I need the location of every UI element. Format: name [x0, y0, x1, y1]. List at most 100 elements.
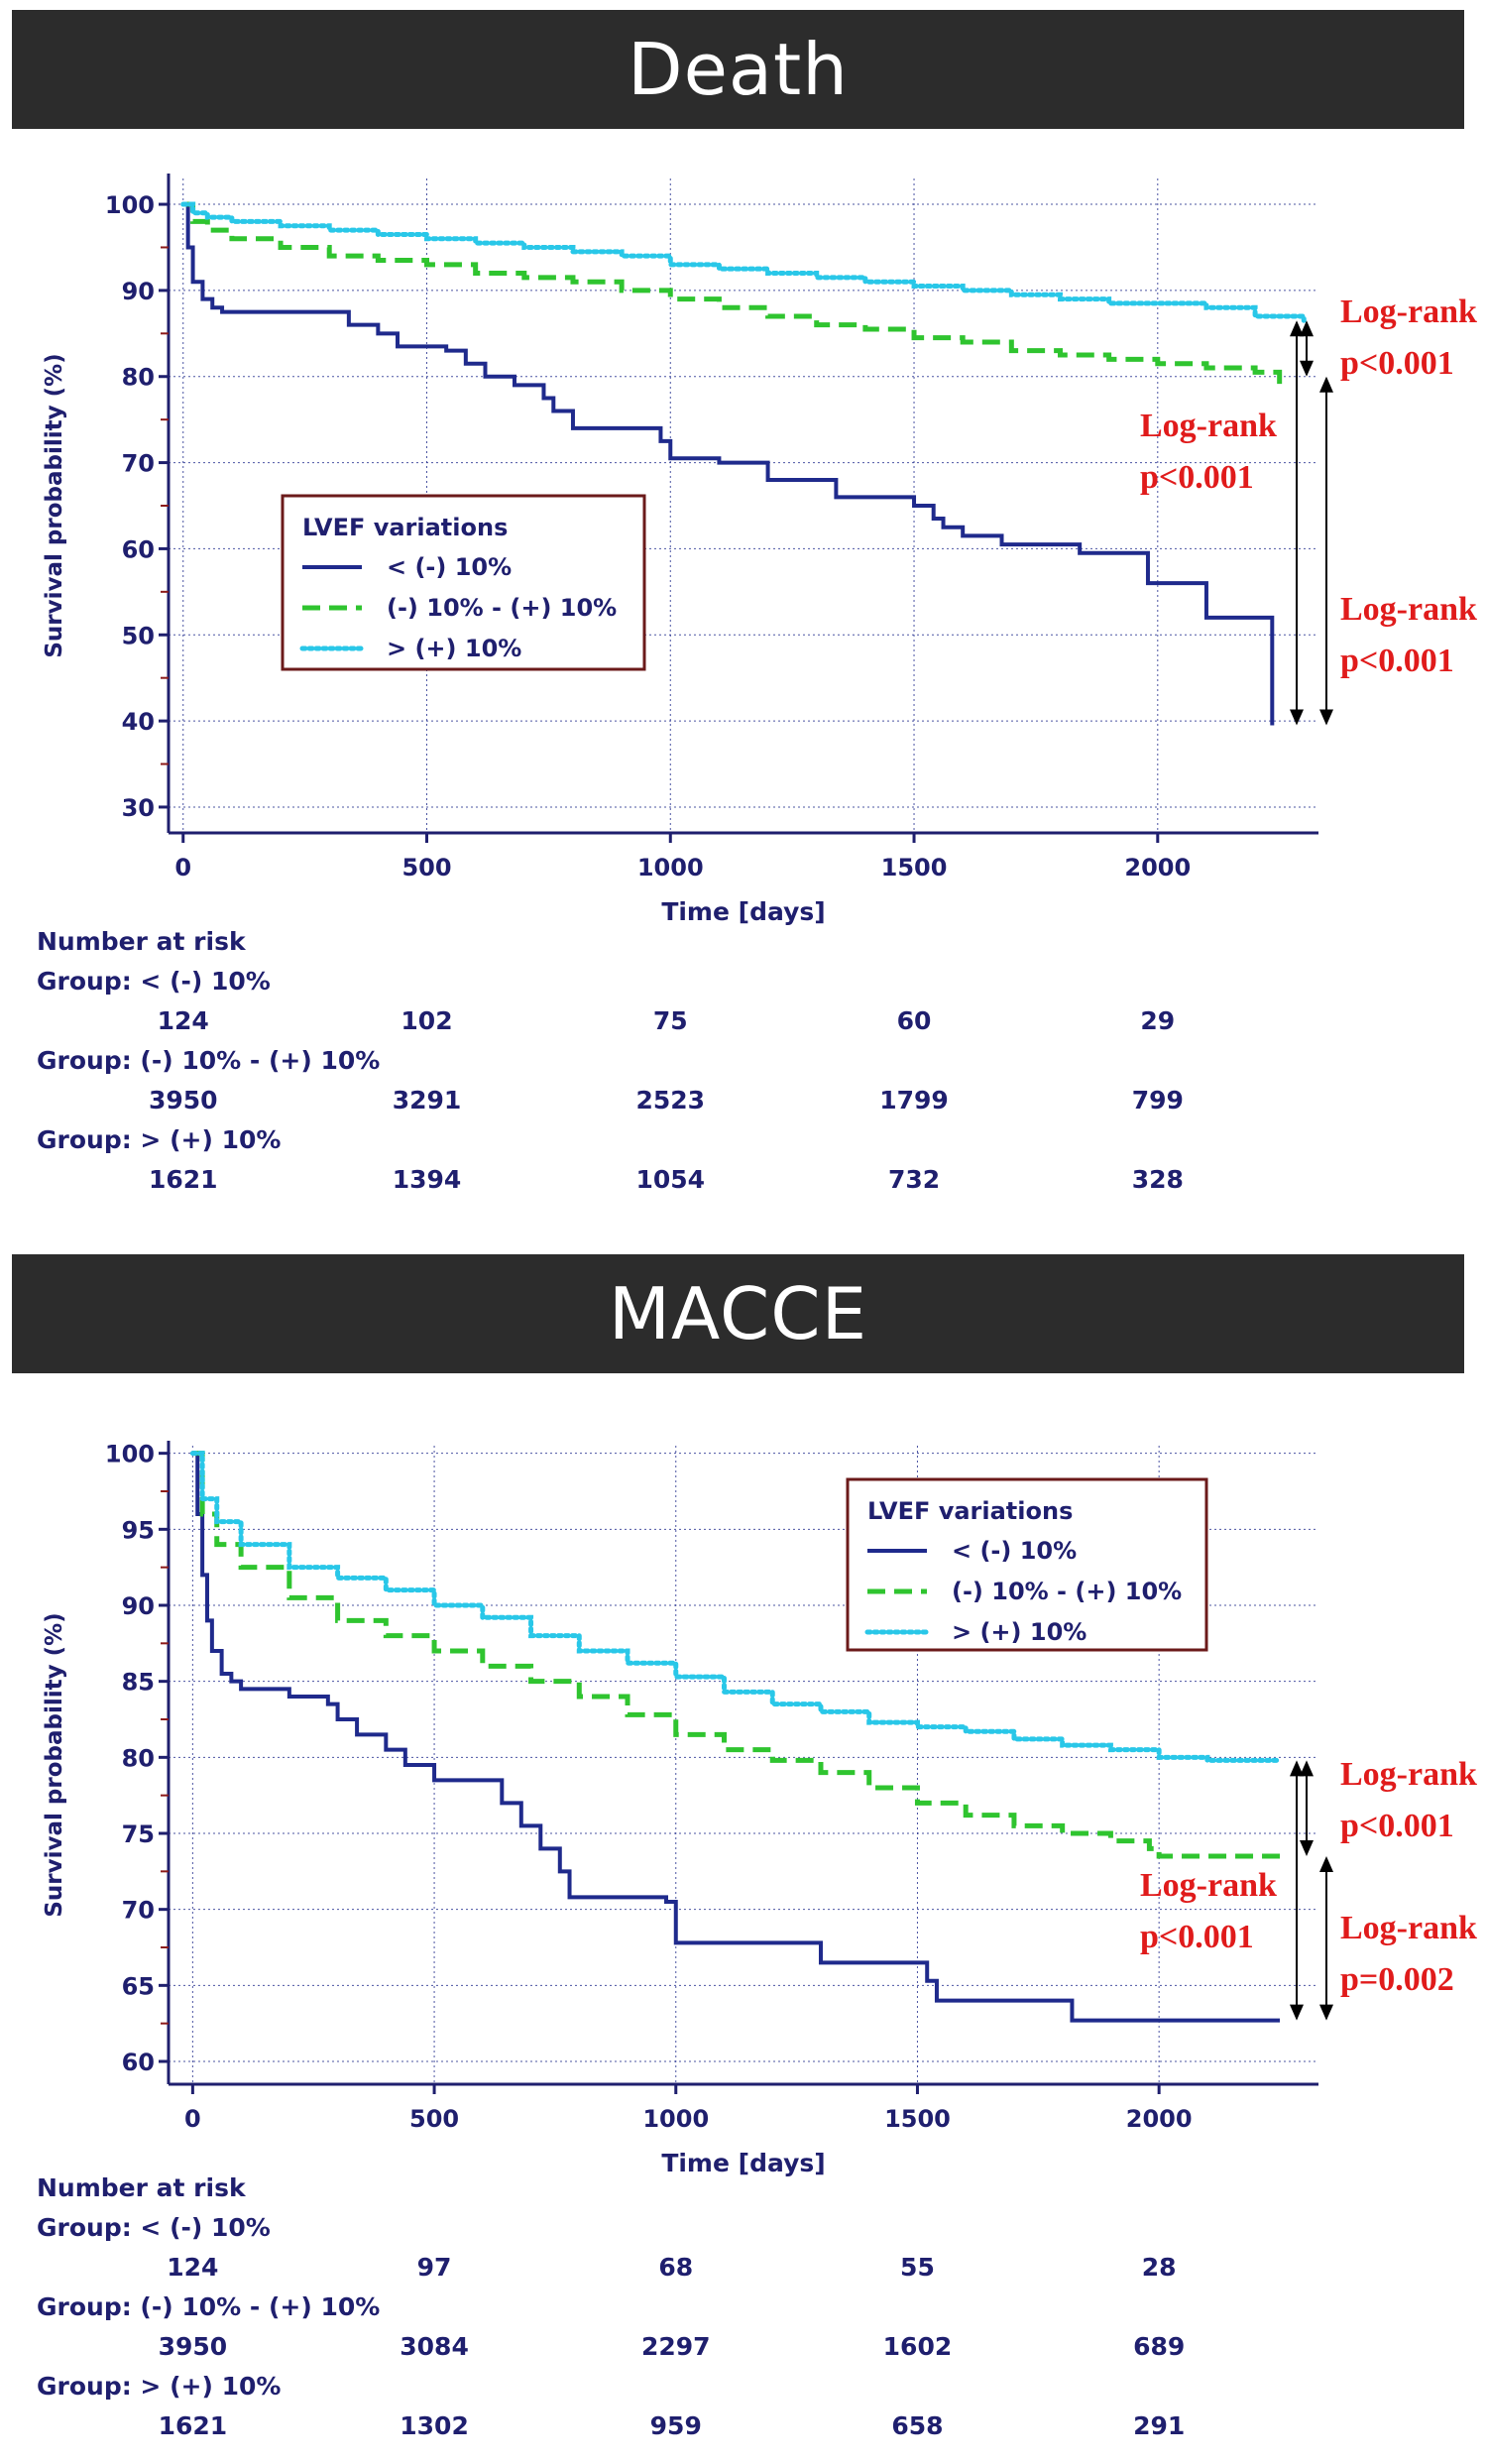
log-rank-p-value: p<0.001	[1340, 643, 1454, 679]
x-tick-label: 1500	[881, 854, 948, 881]
legend-title: LVEF variations	[302, 514, 508, 541]
risk-count: 102	[400, 1006, 453, 1035]
y-axis-title: Survival probability (%)	[42, 353, 67, 657]
y-tick-label: 60	[122, 2049, 155, 2076]
macce-risk-table: Number at risk Group: < (-) 10% Group: (…	[0, 2173, 1487, 2456]
log-rank-p-value: p=0.002	[1340, 1961, 1454, 1998]
risk-count: 3291	[392, 1086, 462, 1115]
y-tick-label: 40	[122, 708, 155, 736]
risk-count: 689	[1133, 2332, 1186, 2361]
survival-curve-stable	[182, 201, 1283, 386]
x-axis-title: Time [days]	[661, 897, 825, 926]
log-rank-label: Log-rank	[1340, 1756, 1477, 1793]
legend-entry-label: (-) 10% - (+) 10%	[387, 594, 617, 622]
y-tick-label: 85	[122, 1669, 155, 1697]
log-rank-label: Log-rank	[1140, 1867, 1277, 1904]
panel-title-macce: MACCE	[12, 1254, 1464, 1373]
log-rank-label: Log-rank	[1340, 591, 1477, 628]
risk-count: 328	[1131, 1165, 1184, 1194]
x-tick-label: 1000	[642, 2105, 709, 2133]
risk-header: Number at risk	[37, 927, 246, 956]
x-axis-title: Time [days]	[661, 2149, 825, 2177]
risk-count: 3950	[158, 2332, 228, 2361]
legend-entry-label: (-) 10% - (+) 10%	[952, 1578, 1182, 1605]
log-rank-label: Log-rank	[1340, 293, 1477, 330]
death-risk-table: Number at risk Group: < (-) 10% Group: (…	[0, 927, 1487, 1210]
survival-curve-decrease	[182, 202, 1275, 726]
risk-count: 2297	[640, 2332, 711, 2361]
risk-count: 291	[1133, 2411, 1186, 2440]
comparison-arrow-head-up	[1300, 320, 1314, 337]
y-tick-label: 90	[122, 1592, 155, 1620]
legend-entry-label: < (-) 10%	[387, 553, 512, 581]
y-tick-label: 95	[122, 1516, 155, 1544]
comparison-arrow-head-down	[1300, 1840, 1314, 1856]
y-tick-label: 60	[122, 535, 155, 563]
risk-group-label: Group: (-) 10% - (+) 10%	[37, 1046, 381, 1075]
y-tick-label: 100	[105, 1441, 155, 1468]
y-tick-label: 90	[122, 278, 155, 305]
y-tick-label: 70	[122, 450, 155, 478]
y-tick-label: 30	[122, 794, 155, 822]
panel-title-death: Death	[12, 10, 1464, 129]
x-tick-label: 500	[409, 2105, 459, 2133]
comparison-arrow-head-down	[1290, 2004, 1304, 2021]
legend-box	[846, 1477, 1208, 1652]
risk-count: 68	[658, 2253, 694, 2282]
risk-count: 75	[652, 1006, 688, 1035]
log-rank-p-value: p<0.001	[1140, 459, 1254, 496]
risk-count: 1799	[879, 1086, 949, 1115]
comparison-arrow-head-down	[1290, 709, 1304, 726]
risk-group-label: Group: < (-) 10%	[37, 2213, 271, 2242]
risk-group-label: Group: > (+) 10%	[37, 1125, 282, 1154]
survival-curve-increase	[189, 1451, 1283, 1763]
comparison-arrow-head-up	[1290, 1760, 1304, 1777]
risk-group-label: Group: (-) 10% - (+) 10%	[37, 2292, 381, 2321]
risk-count: 732	[887, 1165, 941, 1194]
comparison-arrow-head-down	[1300, 360, 1314, 377]
risk-count: 28	[1141, 2253, 1177, 2282]
comparison-arrow-head-up	[1300, 1760, 1314, 1777]
log-rank-p-value: p<0.001	[1140, 1919, 1254, 1955]
comparison-arrow-head-up	[1290, 320, 1304, 337]
x-tick-label: 2000	[1126, 2105, 1193, 2133]
risk-count: 60	[896, 1006, 932, 1035]
y-tick-label: 80	[122, 1744, 155, 1772]
risk-header: Number at risk	[37, 2173, 246, 2202]
legend-entry-label: < (-) 10%	[952, 1537, 1077, 1565]
y-tick-label: 65	[122, 1972, 155, 2000]
x-tick-label: 0	[184, 2105, 201, 2133]
y-tick-label: 50	[122, 622, 155, 649]
risk-count: 1054	[635, 1165, 706, 1194]
risk-group-label: Group: > (+) 10%	[37, 2372, 282, 2401]
x-tick-label: 1000	[637, 854, 704, 881]
log-rank-label: Log-rank	[1340, 1910, 1477, 1946]
risk-count: 1302	[400, 2411, 469, 2440]
x-tick-label: 500	[401, 854, 451, 881]
risk-count: 124	[157, 1006, 209, 1035]
y-tick-label: 80	[122, 364, 155, 392]
risk-count: 3950	[148, 1086, 218, 1115]
x-tick-label: 2000	[1124, 854, 1191, 881]
comparison-arrow-head-down	[1319, 2004, 1333, 2021]
legend-box	[281, 494, 646, 671]
comparison-arrow-head-down	[1319, 709, 1333, 726]
risk-count: 1394	[392, 1165, 462, 1194]
risk-count: 124	[167, 2253, 219, 2282]
comparison-arrow-head-up	[1319, 1856, 1333, 1872]
y-tick-label: 75	[122, 1820, 155, 1848]
legend-entry-label: > (+) 10%	[952, 1618, 1087, 1646]
x-tick-label: 1500	[884, 2105, 951, 2133]
risk-count: 29	[1140, 1006, 1176, 1035]
comparison-arrow-head-up	[1319, 376, 1333, 393]
risk-count: 799	[1131, 1086, 1184, 1115]
risk-count: 55	[900, 2253, 935, 2282]
risk-count: 1621	[158, 2411, 228, 2440]
risk-count: 97	[416, 2253, 452, 2282]
survival-curve-increase	[180, 201, 1307, 323]
survival-curve-stable	[192, 1451, 1281, 1859]
log-rank-label: Log-rank	[1140, 408, 1277, 444]
survival-curve-decrease	[192, 1451, 1281, 2023]
x-tick-label: 0	[174, 854, 191, 881]
